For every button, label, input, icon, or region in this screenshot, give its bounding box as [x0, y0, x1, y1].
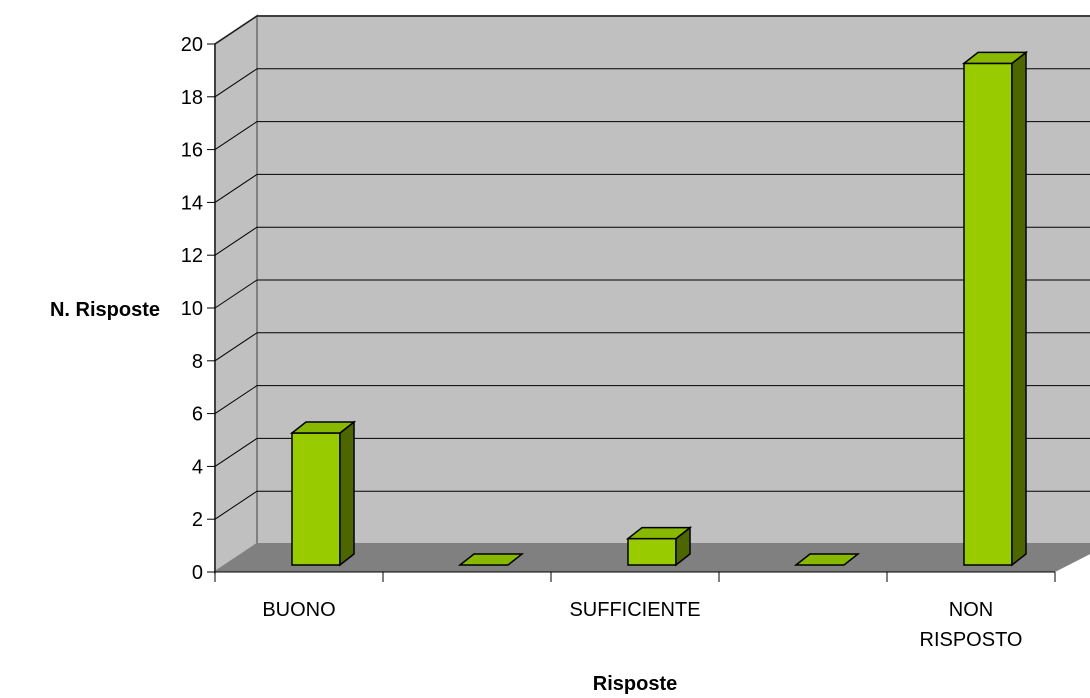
bar-front	[627, 537, 677, 566]
y-tick-label: 14	[181, 192, 203, 214]
bar-top	[961, 51, 1029, 65]
y-tick-label: 20	[181, 34, 203, 56]
bar	[457, 553, 525, 566]
x-tick-label: SUFFICIENTE	[569, 599, 700, 621]
bar-top	[625, 526, 693, 540]
gridline-side	[214, 173, 258, 203]
y-tick-label: 8	[192, 351, 203, 373]
x-tick-label: BUONO	[262, 599, 335, 621]
y-tick-label: 2	[192, 509, 203, 531]
bar-top	[457, 553, 525, 566]
bar-top	[289, 421, 357, 434]
y-tick-label: 6	[192, 404, 203, 426]
gridline-side	[214, 68, 258, 98]
bar-front	[963, 62, 1013, 566]
bar	[961, 50, 1029, 567]
gridline-side	[214, 279, 258, 309]
bar-side	[1011, 50, 1027, 567]
labels: 0 2 4 6 8 10 12 14 16 18 20 BUONO SUFFICIENTE NON RISP…	[181, 34, 1023, 651]
gridline-side	[214, 490, 258, 520]
gridline-side	[214, 385, 258, 415]
bar-top	[793, 553, 861, 566]
y-tick-label: 12	[181, 245, 203, 267]
gridline-side	[214, 226, 258, 256]
y-tick-label: 4	[192, 456, 203, 478]
y-tick-label: 0	[192, 562, 203, 584]
axes	[207, 43, 1056, 582]
bar	[625, 526, 693, 567]
bar-side	[339, 420, 355, 567]
y-tick-label: 18	[181, 87, 203, 109]
gridline-side	[214, 437, 258, 467]
x-tick-label: RISPOSTO	[920, 629, 1023, 651]
y-axis-title: N. Risposte	[50, 299, 160, 321]
y-tick-label: 16	[181, 140, 203, 162]
gridline-side	[214, 332, 258, 362]
y-tick-label: 10	[181, 298, 203, 320]
bars	[289, 50, 1029, 567]
x-tick-label: NON	[949, 599, 993, 621]
bar-front	[291, 432, 341, 566]
bar	[289, 420, 357, 567]
gridline-side	[214, 121, 258, 151]
x-axis-title: Risposte	[593, 673, 677, 695]
bar	[793, 553, 861, 566]
gridline-side	[214, 15, 258, 45]
